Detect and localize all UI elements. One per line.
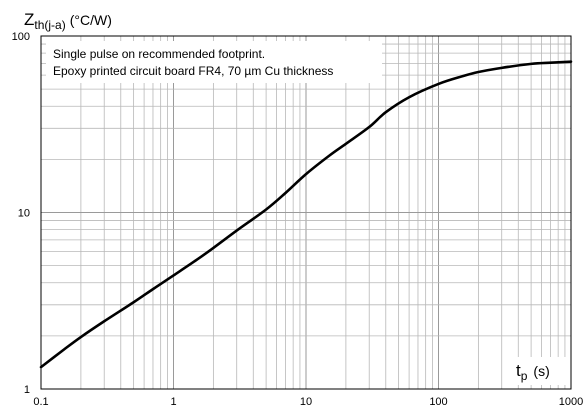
y-tick-label: 1: [24, 384, 30, 396]
x-tick-label: 0.1: [33, 396, 48, 408]
annotation-line-2: Epoxy printed circuit board FR4, 70 µm C…: [53, 64, 333, 78]
y-tick-labels: 1 10 100: [12, 31, 30, 396]
annotation-line-1: Single pulse on recommended footprint.: [53, 47, 265, 61]
annotation-box: [46, 41, 382, 83]
x-axis-title-unit: (s): [533, 363, 549, 379]
grid: [40, 36, 571, 390]
y-axis-title-subscript: th(j-a): [34, 18, 65, 32]
y-axis-title-main: Z: [24, 10, 34, 29]
curves: [39, 60, 573, 369]
x-tick-label: 1: [170, 396, 176, 408]
x-tick-label: 1000: [559, 396, 583, 408]
x-axis-title-main: t: [516, 361, 521, 380]
plot-frame: [40, 35, 572, 390]
x-tick-label: 10: [300, 396, 312, 408]
y-tick-label: 10: [18, 208, 30, 220]
x-axis-title-background: [510, 357, 566, 385]
y-tick-label: 100: [12, 31, 30, 43]
x-tick-label: 100: [429, 396, 447, 408]
x-tick-labels: 0.1 1 10 100 1000: [33, 396, 583, 408]
x-axis-title: tp (s): [516, 361, 550, 383]
y-axis-title: Zth(j-a) (°C/W): [24, 10, 112, 32]
series-line-0: [39, 60, 573, 369]
y-axis-title-unit: (°C/W): [70, 12, 112, 28]
x-axis-title-subscript: p: [521, 369, 528, 383]
